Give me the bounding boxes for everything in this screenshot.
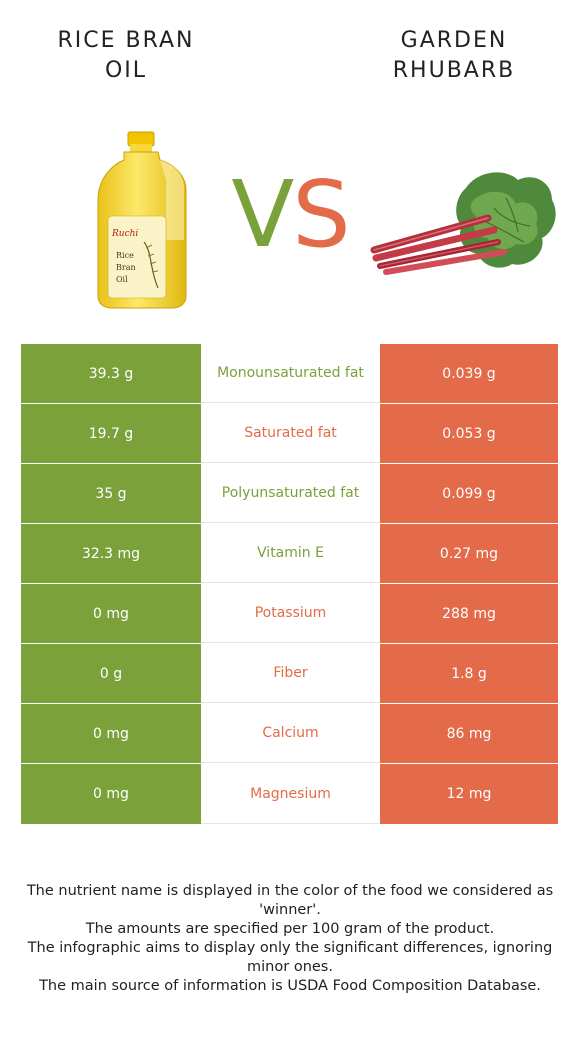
nutrient-name: Magnesium	[201, 764, 380, 824]
nutrient-name: Monounsaturated fat	[201, 344, 380, 403]
left-food-title-line: OIL	[104, 58, 148, 83]
garden-rhubarb-image	[370, 172, 556, 275]
garden-rhubarb-value: 1.8 g	[380, 644, 558, 703]
garden-rhubarb-value: 12 mg	[380, 764, 558, 824]
rice-bran-oil-value: 19.7 g	[21, 404, 201, 463]
table-row: 0 g Fiber 1.8 g	[21, 644, 558, 704]
rice-bran-oil-value: 0 g	[21, 644, 201, 703]
nutrient-name: Fiber	[201, 644, 380, 703]
bottle-label-line-2: Bran	[116, 263, 136, 272]
nutrient-name: Potassium	[201, 584, 380, 643]
footer-note: The infographic aims to display only the…	[27, 940, 553, 975]
rice-bran-oil-value: 32.3 mg	[21, 524, 201, 583]
nutrient-name: Vitamin E	[201, 524, 380, 583]
garden-rhubarb-value: 0.099 g	[380, 464, 558, 523]
nutrient-name: Calcium	[201, 704, 380, 763]
nutrient-name: Polyunsaturated fat	[201, 464, 380, 523]
garden-rhubarb-value: 0.27 mg	[380, 524, 558, 583]
garden-rhubarb-value: 288 mg	[380, 584, 558, 643]
garden-rhubarb-value: 0.039 g	[380, 344, 558, 403]
footer-note: The main source of information is USDA F…	[39, 978, 541, 994]
footer-note: The nutrient name is displayed in the co…	[26, 883, 554, 918]
right-food-title: GARDEN RHUBARB	[354, 26, 554, 86]
table-row: 32.3 mg Vitamin E 0.27 mg	[21, 524, 558, 584]
bottle-label-line-1: Rice	[116, 251, 134, 260]
vs-letter-v: V	[231, 161, 294, 268]
comparison-table: 39.3 g Monounsaturated fat 0.039 g 19.7 g Sa…	[21, 344, 558, 824]
footer-note: The amounts are specified per 100 gram o…	[85, 921, 495, 937]
garden-rhubarb-value: 0.053 g	[380, 404, 558, 463]
table-row: 0 mg Magnesium 12 mg	[21, 764, 558, 824]
rice-bran-oil-bottle-image: Ruchi Rice Bran Oil	[97, 131, 187, 309]
nutrient-name: Saturated fat	[201, 404, 380, 463]
vs-letter-s: S	[292, 161, 350, 268]
table-row: 0 mg Potassium 288 mg	[21, 584, 558, 644]
garden-rhubarb-value: 86 mg	[380, 704, 558, 763]
right-food-title-line: GARDEN	[400, 28, 508, 53]
table-row: 39.3 g Monounsaturated fat 0.039 g	[21, 344, 558, 404]
svg-text:Ruchi: Ruchi	[111, 229, 138, 239]
rice-bran-oil-value: 0 mg	[21, 584, 201, 643]
table-row: 35 g Polyunsaturated fat 0.099 g	[21, 464, 558, 524]
bottle-label-line-3: Oil	[116, 275, 128, 284]
left-food-title-line: RICE BRAN	[57, 28, 195, 53]
footer-notes: The nutrient name is displayed in the co…	[16, 882, 564, 996]
rice-bran-oil-value: 0 mg	[21, 764, 201, 824]
right-food-title-line: RHUBARB	[392, 58, 516, 83]
rice-bran-oil-value: 39.3 g	[21, 344, 201, 403]
versus-label: VS	[222, 165, 358, 265]
table-row: 19.7 g Saturated fat 0.053 g	[21, 404, 558, 464]
left-food-title: RICE BRAN OIL	[26, 26, 226, 86]
rice-bran-oil-value: 0 mg	[21, 704, 201, 763]
table-row: 0 mg Calcium 86 mg	[21, 704, 558, 764]
rice-bran-oil-value: 35 g	[21, 464, 201, 523]
